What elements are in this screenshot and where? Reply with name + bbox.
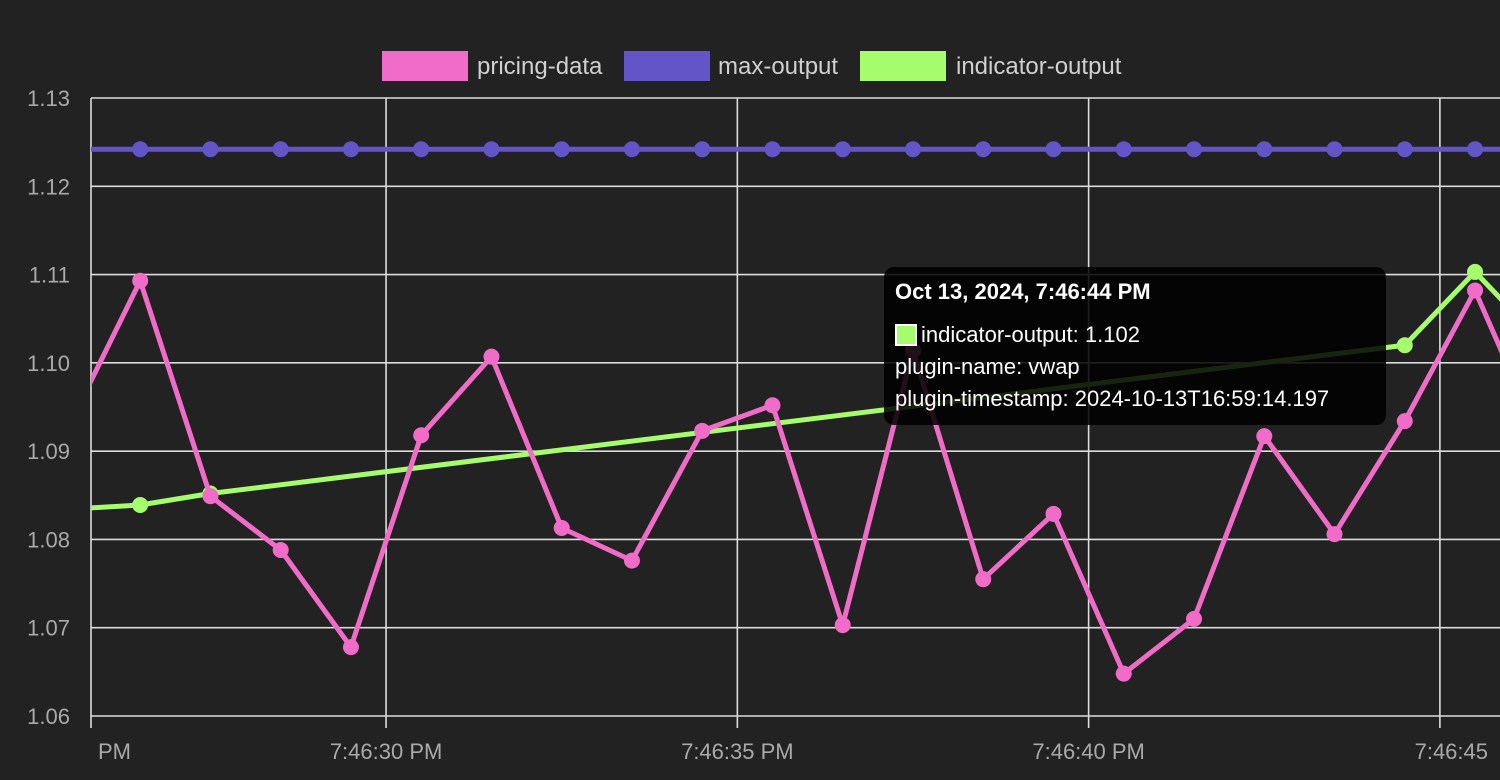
data-point-pricing-data[interactable] (1045, 505, 1062, 522)
x-tick-label: 7:46:30 PM (330, 739, 443, 764)
data-point-pricing-data[interactable] (975, 571, 992, 588)
data-point-pricing-data[interactable] (1326, 526, 1343, 543)
legend-swatch-indicator-output[interactable] (860, 51, 946, 81)
y-tick-label: 1.08 (27, 527, 70, 552)
data-point-max-output[interactable] (202, 141, 219, 158)
legend-swatch-pricing-data[interactable] (382, 51, 468, 81)
y-tick-label: 1.06 (27, 704, 70, 729)
tooltip-plugin-timestamp: plugin-timestamp: 2024-10-13T16:59:14.19… (895, 386, 1330, 411)
data-point-pricing-data[interactable] (1115, 665, 1132, 682)
y-tick-label: 1.11 (29, 263, 70, 288)
data-point-pricing-data[interactable] (623, 552, 640, 569)
data-point-max-output[interactable] (413, 141, 430, 158)
y-tick-label: 1.12 (27, 174, 70, 199)
x-axis: PM 7:46:30 PM 7:46:35 PM 7:46:40 PM 7:46:45 (98, 739, 1488, 764)
chart-legend: pricing-data max-output indicator-output (382, 51, 1122, 81)
data-point-pricing-data[interactable] (202, 488, 219, 505)
data-point-max-output[interactable] (342, 141, 359, 158)
data-point-max-output[interactable] (553, 141, 570, 158)
y-tick-label: 1.13 (27, 86, 70, 111)
data-point-max-output[interactable] (904, 141, 921, 158)
data-point-pricing-data[interactable] (834, 617, 851, 634)
series-pricing-data (35, 272, 1500, 682)
data-point-pricing-data[interactable] (553, 519, 570, 536)
data-point-max-output[interactable] (132, 141, 149, 158)
data-point-max-output[interactable] (834, 141, 851, 158)
data-point-pricing-data[interactable] (132, 272, 149, 289)
data-point-max-output[interactable] (1326, 141, 1343, 158)
data-point-max-output[interactable] (1115, 141, 1132, 158)
series-line-indicator-output[interactable] (35, 269, 1500, 511)
data-point-pricing-data[interactable] (764, 397, 781, 414)
tooltip-value: indicator-output: 1.102 (921, 322, 1140, 347)
data-point-max-output[interactable] (1045, 141, 1062, 158)
y-tick-label: 1.07 (27, 616, 70, 641)
x-tick-label: 7:46:35 PM (681, 739, 794, 764)
y-tick-label: 1.09 (27, 439, 70, 464)
data-point-max-output[interactable] (623, 141, 640, 158)
data-point-max-output[interactable] (694, 141, 711, 158)
tooltip-title: Oct 13, 2024, 7:46:44 PM (895, 279, 1151, 304)
series-line-pricing-data[interactable] (35, 278, 1500, 677)
legend-swatch-max-output[interactable] (624, 51, 710, 81)
tooltip-color-swatch (895, 324, 917, 346)
chart-tooltip: Oct 13, 2024, 7:46:44 PM indicator-outpu… (884, 267, 1386, 425)
tooltip-plugin-name: plugin-name: vwap (895, 354, 1080, 379)
x-tick-label: PM (98, 739, 131, 764)
y-tick-label: 1.10 (27, 351, 70, 376)
data-point-pricing-data[interactable] (1396, 413, 1413, 430)
data-point-pricing-data[interactable] (483, 348, 500, 365)
series-max-output (91, 141, 1500, 158)
x-tick-label: 7:46:40 PM (1032, 739, 1145, 764)
data-point-max-output[interactable] (1396, 141, 1413, 158)
y-axis: 1.13 1.12 1.11 1.10 1.09 1.08 1.07 1.06 (27, 86, 70, 729)
data-point-pricing-data[interactable] (272, 542, 289, 559)
legend-label-indicator-output[interactable]: indicator-output (956, 53, 1122, 80)
data-point-pricing-data[interactable] (1256, 428, 1273, 445)
data-point-max-output[interactable] (483, 141, 500, 158)
legend-label-max-output[interactable]: max-output (718, 53, 838, 80)
data-point-pricing-data[interactable] (1186, 610, 1203, 627)
data-point-indicator-output[interactable] (132, 496, 149, 513)
data-point-pricing-data[interactable] (342, 639, 359, 656)
x-tick-label: 7:46:45 (1415, 739, 1488, 764)
data-point-max-output[interactable] (272, 141, 289, 158)
tooltip-value-line: indicator-output: 1.102 (895, 319, 1375, 351)
data-point-pricing-data[interactable] (413, 427, 430, 444)
data-point-indicator-output[interactable] (1396, 337, 1413, 354)
data-point-pricing-data[interactable] (694, 422, 711, 439)
data-point-indicator-output[interactable] (1467, 263, 1484, 280)
data-point-max-output[interactable] (764, 141, 781, 158)
data-point-pricing-data[interactable] (1467, 282, 1484, 299)
data-point-max-output[interactable] (1256, 141, 1273, 158)
legend-label-pricing-data[interactable]: pricing-data (477, 53, 603, 80)
data-point-max-output[interactable] (975, 141, 992, 158)
data-point-max-output[interactable] (1186, 141, 1203, 158)
data-point-max-output[interactable] (1467, 141, 1484, 158)
